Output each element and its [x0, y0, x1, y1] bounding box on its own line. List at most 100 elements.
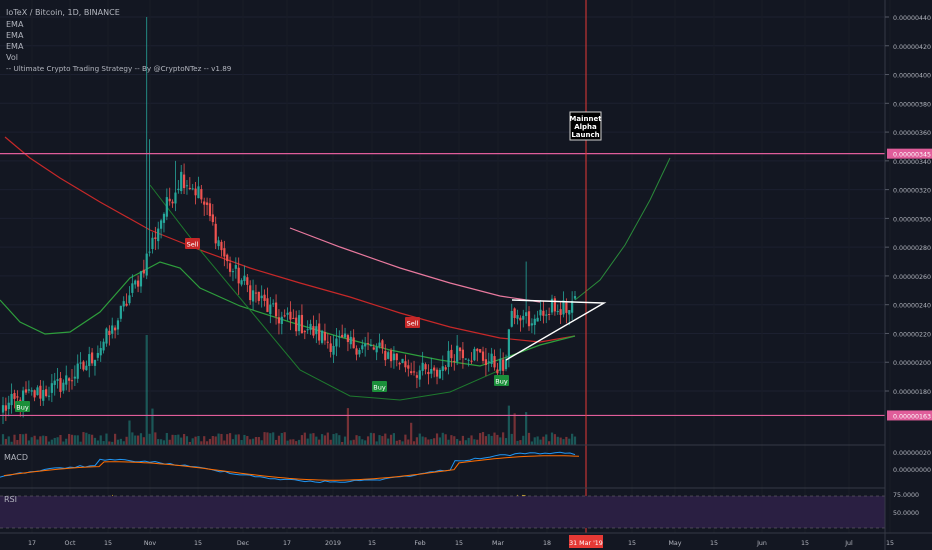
candle-body	[565, 302, 568, 313]
indicator-ema-1: EMA	[6, 20, 24, 29]
volume-bar	[188, 441, 191, 445]
candle-body	[398, 362, 401, 365]
candle-body	[286, 312, 289, 315]
candle-body	[536, 317, 539, 322]
volume-bar	[240, 440, 243, 445]
volume-bar	[562, 439, 565, 445]
candle-body	[341, 334, 344, 338]
volume-bar	[263, 432, 266, 445]
time-tick-label: Oct	[65, 540, 76, 547]
volume-bar	[332, 434, 335, 445]
volume-bar	[573, 436, 577, 445]
candle-body	[352, 337, 355, 349]
signal-buy-label: Buy	[16, 404, 29, 412]
candle-body	[522, 315, 525, 320]
indicator-strategy: -- Ultimate Crypto Trading Strategy -- B…	[6, 64, 232, 73]
candle-body	[272, 303, 275, 305]
macd-line	[0, 451, 576, 484]
volume-bar	[297, 439, 301, 445]
support-tag: 0.00000163	[893, 413, 931, 420]
volume-bar	[338, 435, 341, 445]
time-tick-label: 15	[194, 540, 202, 547]
volume-bar	[10, 441, 13, 445]
candle-body	[499, 358, 502, 371]
candle-body	[36, 387, 39, 396]
candle-body	[381, 340, 384, 349]
candle-body	[114, 327, 117, 331]
volume-bar	[522, 435, 525, 445]
candle-body	[4, 405, 7, 411]
legend: IoTeX / Bitcoin, 1D, BINANCE EMA EMA EMA…	[4, 8, 232, 504]
candle-body	[467, 359, 470, 361]
volume-bar	[421, 436, 424, 445]
volume-bar	[556, 436, 559, 445]
time-tick-label: 2019	[325, 540, 341, 547]
volume-bar	[479, 433, 482, 445]
volume-bar	[559, 437, 562, 445]
volume-bar	[249, 439, 252, 445]
volume-bar	[389, 434, 393, 445]
signal-sell-bg	[185, 238, 200, 249]
macd-signal-line	[3, 455, 580, 481]
volume-bar	[200, 441, 203, 445]
candle-body	[421, 362, 424, 371]
candle-body	[174, 192, 177, 204]
candle-body	[180, 171, 183, 192]
candle-body	[266, 298, 269, 312]
volume-bar	[93, 437, 97, 445]
volume-bar	[375, 441, 378, 445]
volume-bar	[366, 436, 370, 445]
triangle-pattern	[505, 299, 607, 361]
candle-body	[177, 188, 180, 191]
volume-bar	[246, 436, 249, 445]
candle-body	[470, 360, 473, 362]
volume-bar	[318, 439, 321, 445]
volume-bar	[36, 439, 39, 445]
volume-bar	[254, 437, 258, 445]
candle-body	[1, 405, 5, 413]
candle-body	[553, 298, 556, 312]
candle-body	[105, 328, 108, 344]
candle-body	[427, 371, 430, 375]
volume-bar	[410, 422, 413, 445]
candle-body	[151, 237, 154, 249]
volume-bar	[148, 433, 151, 445]
candle-body	[315, 326, 318, 335]
volume-bar	[24, 433, 28, 445]
volume-bar	[542, 436, 545, 445]
candle-body	[251, 290, 255, 302]
signal-sell-label: Sell	[407, 320, 419, 328]
volume-bar	[217, 433, 220, 445]
candle-body	[542, 310, 545, 316]
candle-body	[562, 300, 565, 315]
candle-body	[424, 364, 427, 370]
signal-buy-label: Buy	[373, 384, 386, 392]
candles	[1, 17, 577, 424]
candle-body	[464, 358, 467, 360]
volume-bar	[456, 438, 459, 445]
volume-bar	[185, 436, 189, 445]
price-tick-label: 0.00000300	[893, 216, 931, 223]
volume-bar	[116, 439, 120, 445]
symbol-title: IoTeX / Bitcoin, 1D, BINANCE	[6, 8, 120, 17]
price-tick-label: 0.00000360	[893, 130, 931, 137]
volume-bar	[513, 413, 516, 445]
candle-body	[274, 302, 278, 317]
candle-body	[234, 264, 237, 269]
volume-bar	[136, 435, 140, 445]
candle-body	[53, 380, 56, 385]
price-tick-label: 0.00000340	[893, 159, 931, 166]
volume-bar	[214, 436, 217, 445]
candle-body	[372, 347, 375, 350]
candle-body	[539, 309, 542, 316]
candle-body	[171, 201, 174, 204]
candle-body	[527, 311, 531, 327]
volume-bar	[349, 440, 352, 445]
volume-bar	[13, 434, 16, 445]
candle-body	[361, 345, 364, 350]
volume-bar	[76, 435, 79, 445]
candle-body	[415, 375, 419, 378]
volume-bar	[142, 437, 145, 445]
